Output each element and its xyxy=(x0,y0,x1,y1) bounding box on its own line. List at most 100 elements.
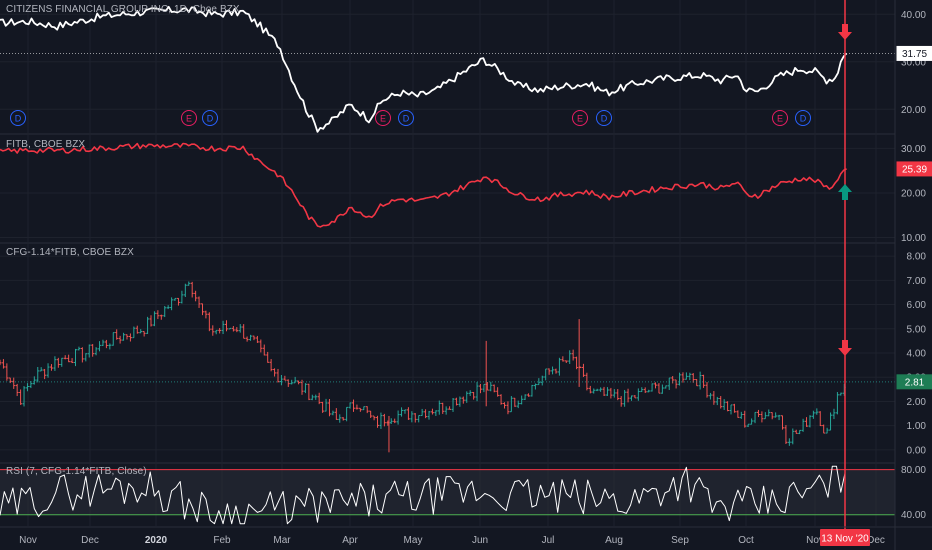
spread-bar xyxy=(654,382,658,389)
spread-bar xyxy=(513,397,517,407)
spread-bar xyxy=(348,402,352,409)
highlighted-date-badge: 13 Nov '20 xyxy=(820,529,870,546)
spread-bar xyxy=(523,394,527,400)
spread-bar xyxy=(303,383,307,394)
spread-bar xyxy=(238,324,242,333)
spread-bar xyxy=(420,408,424,416)
spread-bar xyxy=(756,409,760,418)
fitb-last-value-badge-text: 25.39 xyxy=(902,164,927,175)
spread-bar xyxy=(221,320,225,335)
event-badge-label: E xyxy=(380,114,386,124)
spread-bar xyxy=(225,320,229,332)
spread-bar xyxy=(719,396,723,409)
spread-bar xyxy=(636,388,640,401)
spread-bar xyxy=(228,327,232,330)
spread-bar xyxy=(554,368,558,374)
spread-bar xyxy=(118,335,122,344)
spread-bar xyxy=(763,412,767,420)
y-tick-label: 40.00 xyxy=(901,10,926,21)
spread-bar xyxy=(413,413,417,423)
spread-bar xyxy=(170,297,174,311)
event-badge-ring xyxy=(10,110,26,126)
spread-bar xyxy=(297,380,301,385)
spread-bar xyxy=(406,407,410,420)
spread-bar xyxy=(832,408,836,420)
spread-bar xyxy=(19,389,23,405)
spread-bar xyxy=(561,356,565,362)
event-badge-ring xyxy=(398,110,414,126)
spread-bar xyxy=(166,305,170,310)
spread-bar xyxy=(183,283,187,298)
spread-bar xyxy=(499,394,503,405)
spread-bar xyxy=(67,354,71,363)
spread-bar xyxy=(595,388,599,392)
spread-bar xyxy=(715,396,719,406)
spread-bar xyxy=(262,344,266,356)
spread-bar xyxy=(619,396,623,407)
fitb-price-line xyxy=(0,142,847,228)
spread-bar xyxy=(0,359,2,366)
spread-bar xyxy=(750,418,754,425)
spread-bar xyxy=(25,383,29,392)
spread-bar xyxy=(369,410,373,418)
spread-bar xyxy=(403,409,407,414)
spread-bar xyxy=(571,349,575,361)
spread-bar xyxy=(389,418,393,425)
cfg-last-value-badge-text: 31.75 xyxy=(902,49,927,60)
spread-bar xyxy=(334,408,338,420)
spread-bar xyxy=(214,329,218,335)
spread-bar xyxy=(180,290,184,304)
spread-bar xyxy=(293,376,297,384)
spread-bar xyxy=(774,412,778,418)
spread-bar xyxy=(454,397,458,406)
spread-bar xyxy=(444,406,448,415)
spread-bar xyxy=(829,412,833,431)
spread-bar xyxy=(39,367,43,372)
spread-bar xyxy=(273,368,277,377)
spread-bar xyxy=(458,396,462,407)
spread-bar xyxy=(53,356,57,371)
spread-bar xyxy=(417,414,421,423)
spread-bar xyxy=(482,383,486,393)
spread-bar xyxy=(760,411,764,423)
y-tick-label: 40.00 xyxy=(901,510,926,521)
spread-bar xyxy=(149,315,153,327)
spread-bar xyxy=(643,387,647,394)
spread-bar xyxy=(503,402,507,409)
spread-bar xyxy=(427,410,431,420)
spread-bar xyxy=(801,418,805,432)
spread-bar xyxy=(612,389,616,398)
spread-bar xyxy=(461,396,465,404)
spread-bar xyxy=(43,368,47,380)
spread-bar xyxy=(60,357,64,367)
cfg-price-line xyxy=(0,5,848,133)
spread-bar xyxy=(111,332,115,346)
x-tick-label: Dec xyxy=(867,535,885,546)
spread-bar xyxy=(629,395,633,401)
spread-bar xyxy=(780,415,784,430)
spread-bar xyxy=(331,410,335,416)
highlighted-date-text: 13 Nov '20 xyxy=(821,534,869,545)
x-tick-label: Jun xyxy=(472,535,488,546)
event-badge-label: D xyxy=(403,114,410,124)
event-badge-label: D xyxy=(207,114,214,124)
spread-bar xyxy=(729,404,733,415)
spread-bar xyxy=(300,379,304,395)
spread-bar xyxy=(379,412,383,429)
spread-bar xyxy=(84,353,88,362)
spread-last-value-badge-text: 2.81 xyxy=(905,377,925,388)
cfg-last-value-badge: 31.75 xyxy=(896,45,932,61)
spread-bar xyxy=(372,415,376,421)
spread-bar xyxy=(544,368,548,381)
spread-bar xyxy=(393,418,397,424)
event-badge-ring xyxy=(795,110,811,126)
spread-bar xyxy=(94,347,98,356)
spread-bar xyxy=(660,384,664,394)
y-tick-label: 0.00 xyxy=(907,445,927,456)
spread-bar xyxy=(516,400,520,409)
spread-bar xyxy=(437,400,441,415)
price-axis-panel xyxy=(895,0,932,550)
y-tick-label: 5.00 xyxy=(907,324,927,335)
spread-bar xyxy=(609,387,613,399)
